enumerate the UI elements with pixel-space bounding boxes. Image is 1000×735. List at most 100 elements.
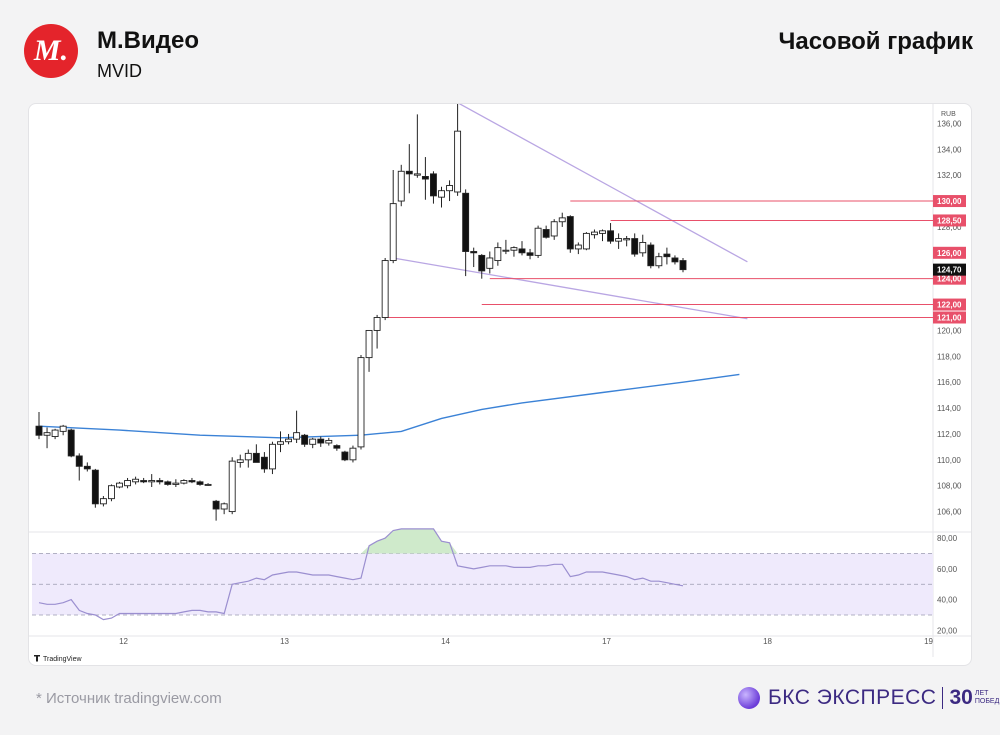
price-tick-label: 132,00 — [937, 171, 962, 180]
candle — [277, 431, 284, 453]
brand-divider — [942, 687, 944, 709]
candle — [317, 436, 325, 447]
candle-body — [462, 192, 470, 252]
candle-body — [252, 452, 260, 463]
candle-body — [341, 451, 349, 461]
candle — [518, 241, 526, 256]
candle-body — [107, 485, 115, 500]
candle — [591, 229, 598, 239]
candle — [188, 477, 196, 484]
candle-body — [510, 247, 518, 251]
candle — [325, 437, 333, 446]
candle-body — [188, 480, 196, 483]
candle-body — [623, 238, 631, 241]
candle-body — [397, 170, 405, 202]
candle-body — [454, 130, 462, 193]
candle-body — [591, 231, 598, 236]
candle-body — [502, 249, 510, 252]
level-badge-label: 124,00 — [937, 275, 962, 284]
candle-body — [277, 441, 284, 445]
level-badge — [933, 272, 966, 285]
candle-body — [599, 230, 606, 234]
candle-body — [647, 244, 655, 267]
candle — [59, 424, 67, 436]
candle — [236, 454, 244, 468]
candle — [172, 479, 180, 488]
brand-subtitle: ЛЕТ ПОБЕД — [975, 690, 999, 706]
candle-body — [381, 260, 389, 318]
level-badge-label: 122,00 — [937, 301, 962, 310]
candle-body — [438, 190, 445, 198]
candle — [357, 355, 365, 450]
candle-body — [59, 425, 67, 432]
candle — [558, 212, 566, 227]
candle — [462, 189, 470, 277]
brand-sub-1: ЛЕТ — [974, 690, 989, 697]
price-tick-label: 120,00 — [937, 326, 962, 335]
candle-body — [373, 317, 381, 331]
candle-body — [140, 480, 148, 483]
candle — [647, 242, 655, 269]
candle — [204, 483, 212, 486]
candle — [268, 441, 276, 475]
candle-body — [293, 432, 301, 440]
candle — [260, 452, 268, 473]
candle — [502, 239, 510, 255]
level-badge — [933, 214, 966, 227]
candle-body — [405, 170, 413, 175]
candle-body — [566, 216, 574, 250]
candle — [228, 457, 236, 515]
candle-body — [124, 480, 132, 487]
trend-line — [458, 104, 748, 263]
candle-body — [268, 443, 276, 470]
candle-body — [309, 438, 317, 445]
candle — [196, 480, 204, 486]
candle — [478, 254, 486, 279]
candle-body — [550, 221, 558, 237]
candle-body — [51, 429, 59, 437]
candle — [148, 474, 156, 488]
mvideo-logo: М. — [24, 24, 78, 78]
brand-sub-2: ПОБЕД — [974, 698, 1000, 705]
candle — [389, 169, 397, 264]
rsi-line — [38, 528, 684, 621]
x-tick-label: 12 — [119, 637, 128, 646]
candle — [631, 233, 639, 257]
candle-body — [349, 447, 357, 461]
rsi-tick-label: 40,00 — [937, 596, 958, 605]
candle-body — [43, 432, 51, 436]
candle-body — [518, 248, 526, 254]
candle-body — [494, 247, 502, 262]
candle-body — [132, 478, 140, 483]
candle — [244, 449, 252, 468]
candle — [446, 180, 453, 202]
candle-body — [542, 229, 550, 238]
candle — [566, 215, 574, 253]
candle — [405, 144, 413, 194]
candle-body — [244, 452, 252, 461]
candle-body — [574, 244, 582, 250]
price-tick-label: 114,00 — [937, 404, 961, 413]
x-tick-label: 19 — [924, 637, 933, 646]
company-name: М.Видео — [97, 27, 199, 54]
price-tick-label: 134,00 — [937, 145, 962, 154]
candle-body — [220, 503, 228, 510]
price-tick-label: 106,00 — [937, 508, 962, 517]
price-tick-label: 118,00 — [937, 352, 961, 361]
candle — [285, 433, 292, 445]
candle — [293, 410, 301, 444]
candle-body — [333, 445, 341, 449]
rsi-overbought-fill — [361, 528, 458, 554]
candle — [349, 445, 357, 463]
candle — [309, 437, 317, 449]
moving-average-line — [38, 373, 740, 439]
candle — [124, 477, 132, 489]
candle-body — [196, 481, 204, 485]
candle-body — [156, 480, 164, 483]
candle-body — [236, 459, 244, 463]
candle-body — [582, 232, 590, 250]
candle-body — [67, 429, 75, 457]
candle — [671, 255, 679, 265]
candle — [107, 484, 115, 502]
